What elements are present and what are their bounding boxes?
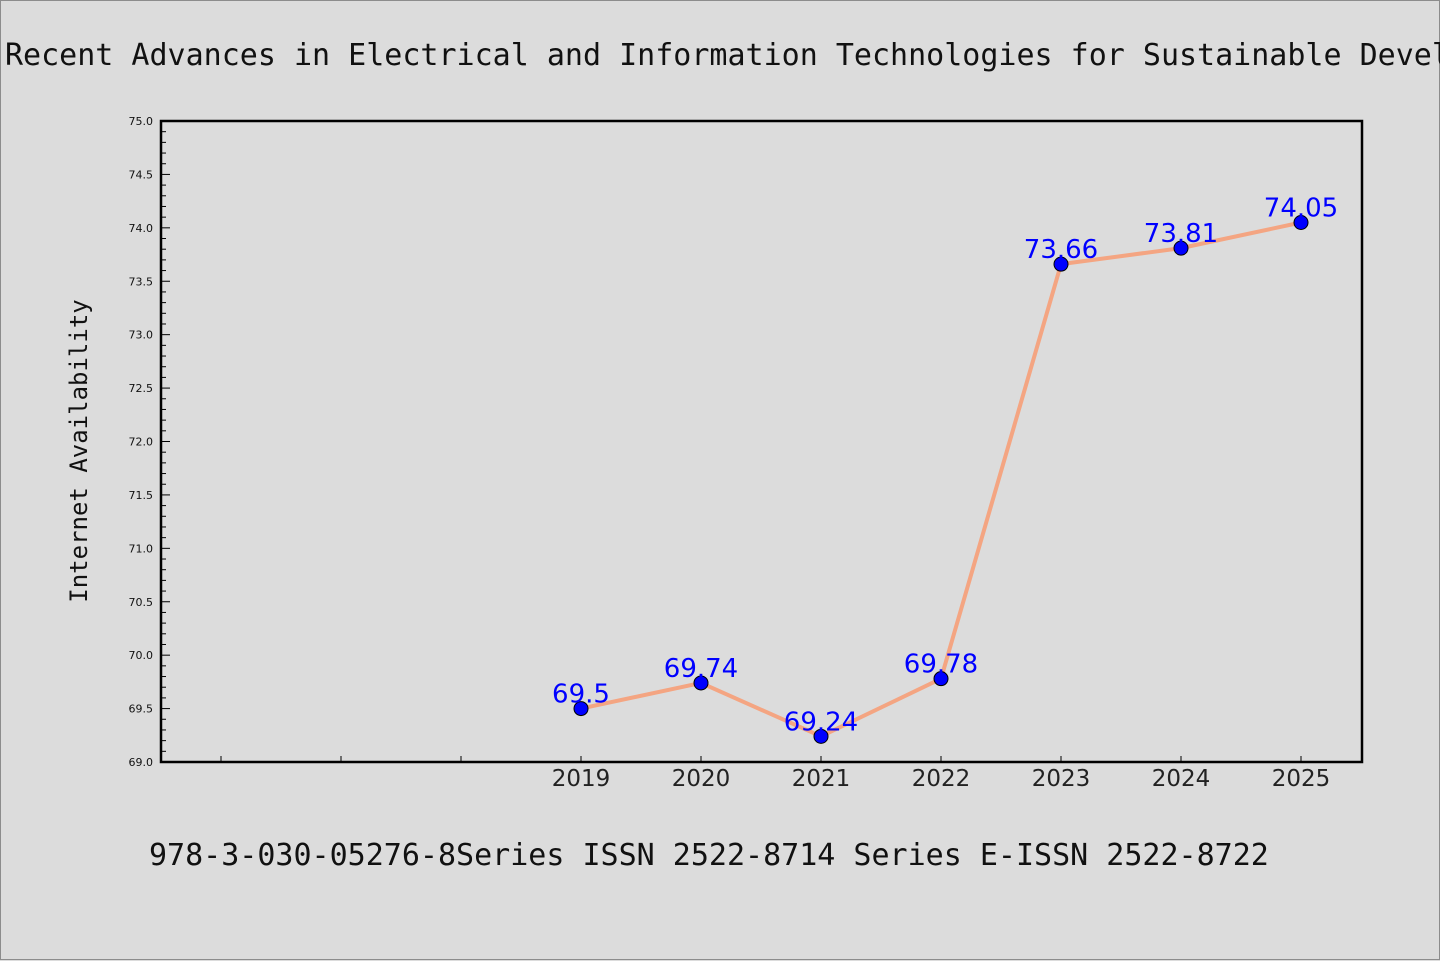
data-point (1053, 256, 1069, 272)
y-tick-label: 73.5 (129, 275, 154, 288)
x-tick-label: 2024 (1152, 766, 1211, 792)
x-tick-label: 2020 (672, 766, 731, 792)
data-label: 74.05 (1264, 193, 1338, 223)
chart-title: Recent Advances in Electrical and Inform… (5, 38, 1440, 73)
y-tick-label: 74.5 (129, 168, 154, 181)
y-tick-label: 69.5 (129, 703, 154, 716)
y-tick-label: 73.0 (129, 329, 154, 342)
x-tick-label: 2023 (1032, 766, 1091, 792)
x-axis-ticks: 2019 2020 2021 2022 2023 2024 2025 (220, 756, 1331, 792)
y-axis-label: Internet Availability (65, 299, 93, 602)
data-point (813, 728, 829, 744)
data-point (573, 701, 589, 717)
data-label: 69.24 (784, 707, 858, 737)
y-tick-label: 71.5 (129, 489, 154, 502)
y-tick-label: 69.0 (129, 756, 154, 769)
y-tick-label: 70.5 (129, 596, 154, 609)
y-tick-label: 72.5 (129, 382, 154, 395)
y-tick-label: 70.0 (129, 649, 154, 662)
series-internet-availability (573, 214, 1309, 744)
data-point (933, 671, 949, 687)
footer-isbn-issn: 978-3-030-05276-8Series ISSN 2522-8714 S… (149, 838, 1269, 873)
data-label: 69.78 (904, 650, 978, 680)
x-tick-label: 2021 (792, 766, 851, 792)
data-labels: 69.5 69.74 69.24 69.78 73.66 73.81 74.05 (552, 193, 1338, 737)
data-label: 73.81 (1144, 219, 1218, 249)
y-tick-label: 72.0 (129, 436, 154, 449)
x-tick-label: 2019 (552, 766, 611, 792)
x-tick-label: 2025 (1272, 766, 1331, 792)
data-label: 73.66 (1024, 235, 1098, 265)
data-point (693, 675, 709, 691)
y-tick-label: 75.0 (129, 115, 154, 128)
y-tick-label: 74.0 (129, 222, 154, 235)
y-tick-label: 71.0 (129, 542, 154, 555)
data-label: 69.5 (552, 680, 610, 710)
data-label: 69.74 (664, 654, 738, 684)
y-axis-ticks: 69.0 69.5 70.0 70.5 71.0 71.5 72.0 72.5 73.0 73.5… (129, 115, 170, 769)
data-point (1293, 214, 1309, 230)
data-point (1173, 240, 1189, 256)
x-tick-label: 2022 (912, 766, 971, 792)
plot-area-frame (159, 119, 1364, 764)
